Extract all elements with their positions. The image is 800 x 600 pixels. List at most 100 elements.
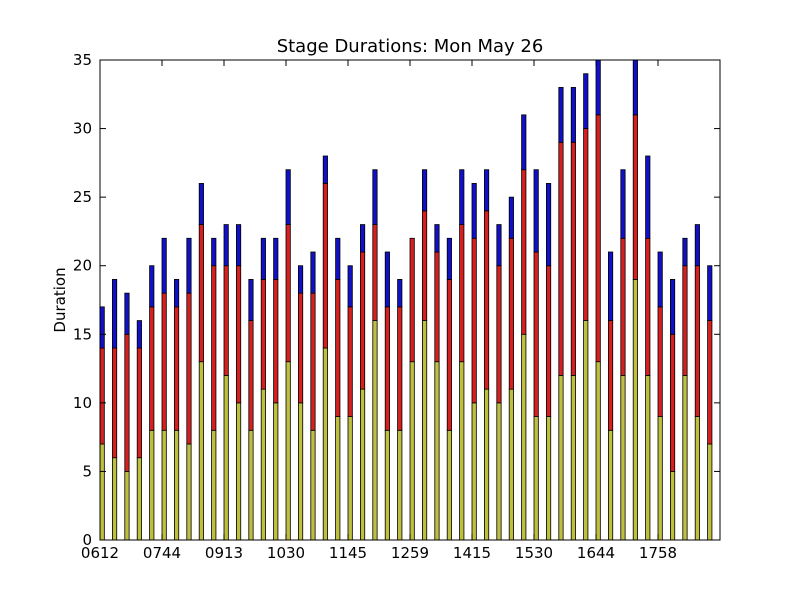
bar-segment xyxy=(223,224,229,267)
bar-segment xyxy=(446,279,452,431)
bar-segment xyxy=(620,237,626,376)
bar-segment xyxy=(260,388,266,541)
bar-segment xyxy=(273,402,279,541)
bar-segment xyxy=(595,114,601,363)
bar-segment xyxy=(99,443,105,541)
bar-segment xyxy=(359,251,366,390)
bar-segment xyxy=(397,306,403,431)
x-tick-label: 0913 xyxy=(205,544,243,562)
bar-segment xyxy=(397,279,403,308)
bar-segment xyxy=(570,141,576,376)
bar-segment xyxy=(173,306,180,431)
bar-segment xyxy=(471,183,477,239)
x-tick-label: 1259 xyxy=(391,544,429,562)
bar-segment xyxy=(546,265,552,417)
bar-segment xyxy=(335,416,341,541)
bar-segment xyxy=(558,87,564,143)
bar-segment xyxy=(595,361,601,541)
bar-segment xyxy=(521,169,527,335)
bar-segment xyxy=(136,347,142,459)
bar-segment xyxy=(657,306,663,417)
bar-segment xyxy=(608,251,614,321)
bar-segment xyxy=(384,429,390,541)
bar-segment xyxy=(136,320,142,349)
bar-segment xyxy=(285,361,291,541)
bar-segment xyxy=(608,429,614,541)
y-tick-label: 35 xyxy=(73,51,92,69)
bar-segment xyxy=(546,183,552,267)
y-tick-label: 10 xyxy=(73,394,92,412)
bar-segment xyxy=(223,375,229,541)
bar-segment xyxy=(99,347,105,445)
bar-segment xyxy=(198,361,204,541)
bar-segment xyxy=(359,388,366,541)
bar-segment xyxy=(335,279,341,417)
x-tick-label: 1758 xyxy=(639,544,677,562)
bar-segment xyxy=(161,429,167,541)
bar-segment xyxy=(434,361,440,541)
x-tick-label: 1415 xyxy=(453,544,491,562)
bar-segment xyxy=(384,251,390,308)
bar-segment xyxy=(297,292,304,404)
bar-segment xyxy=(533,169,539,253)
bar-segment xyxy=(570,375,576,541)
x-tick-label: 1644 xyxy=(577,544,615,562)
bar-segment xyxy=(149,265,155,308)
bar-segment xyxy=(372,320,378,541)
bar-segment xyxy=(496,224,502,267)
bar-segment xyxy=(285,224,291,363)
bar-segment xyxy=(459,224,465,363)
bar-segment xyxy=(632,279,638,541)
bar-segment xyxy=(297,402,304,541)
bar-segment xyxy=(173,279,180,308)
bar-segment xyxy=(533,251,539,417)
bar-segment xyxy=(335,237,341,280)
bar-segment xyxy=(248,320,254,431)
bar-segment xyxy=(620,169,626,239)
bar-segment xyxy=(322,183,328,349)
bar-segment xyxy=(682,375,688,541)
bar-segment xyxy=(384,306,390,431)
bar-segment xyxy=(508,388,514,541)
bar-segment xyxy=(608,320,614,431)
axes-layer: 0 5 10 15 20 25 30 35 0612 0744 0913 1030 1145 1259 14… xyxy=(73,51,721,562)
y-tick-label: 0 xyxy=(82,531,92,549)
bar-segment xyxy=(583,320,589,541)
bar-segment xyxy=(124,471,130,541)
x-tick-label: 0744 xyxy=(143,544,181,562)
bar-segment xyxy=(583,73,589,129)
bar-segment xyxy=(446,237,452,280)
bar-segment xyxy=(471,237,477,404)
bar-segment xyxy=(347,265,353,308)
bar-segment xyxy=(657,416,663,541)
x-tick-label: 1030 xyxy=(267,544,305,562)
bar-segment xyxy=(459,361,465,541)
bar-segment xyxy=(235,402,242,541)
bar-segment xyxy=(161,292,167,431)
bar-segment xyxy=(459,169,465,225)
bar-segment xyxy=(112,457,118,541)
bar-segment xyxy=(322,155,328,184)
bar-segment xyxy=(632,114,638,280)
bar-segment xyxy=(112,347,118,459)
bar-segment xyxy=(297,265,304,294)
bar-segment xyxy=(211,237,217,267)
bar-segment xyxy=(508,196,514,239)
bar-segment xyxy=(421,169,428,212)
bar-segment xyxy=(682,237,688,267)
bar-segment xyxy=(558,375,564,541)
bar-segment xyxy=(483,169,490,212)
bar-segment xyxy=(186,237,192,294)
bar-segment xyxy=(359,224,366,253)
bar-segment xyxy=(471,402,477,541)
bar-segment xyxy=(273,279,279,404)
bar-segment xyxy=(434,251,440,363)
bar-segment xyxy=(223,265,229,376)
bar-segment xyxy=(347,306,353,417)
bar-segment xyxy=(273,237,279,280)
bar-segment xyxy=(186,292,192,445)
bar-segment xyxy=(310,429,316,541)
bar-segment xyxy=(496,265,502,404)
bar-segment xyxy=(409,237,415,363)
